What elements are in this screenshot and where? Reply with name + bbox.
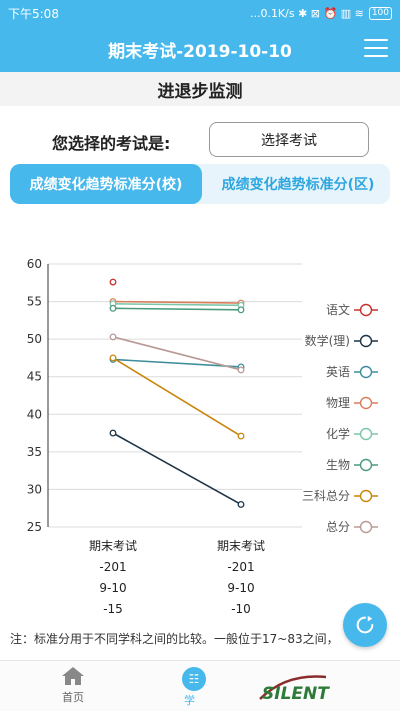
legend-marker	[359, 458, 373, 472]
x-tick-label: 期末考试	[89, 538, 137, 553]
x-tick-detail: 9-10	[227, 581, 254, 595]
series-line	[112, 432, 242, 506]
exam-select-row: 您选择的考试是: 选择考试	[0, 122, 400, 158]
legend-marker	[359, 303, 373, 317]
tab-group: 成绩变化趋势标准分(校) 成绩变化趋势标准分(区)	[10, 164, 390, 204]
status-time: 下午5:08	[8, 6, 59, 21]
legend-marker	[359, 427, 373, 441]
legend-marker	[359, 489, 373, 503]
series-line	[112, 336, 242, 371]
section-title: 进退步监测	[0, 72, 400, 106]
silent-logo: SILENT	[259, 675, 330, 704]
exam-select-label: 您选择的考试是:	[52, 134, 171, 153]
nav-study-label: 学	[184, 694, 195, 707]
data-point	[109, 429, 117, 437]
y-tick-label: 30	[27, 482, 42, 496]
series-line	[112, 303, 242, 307]
tab-school-standard-score[interactable]: 成绩变化趋势标准分(校)	[10, 164, 202, 204]
legend-label: 语文	[326, 302, 350, 317]
y-tick-label: 50	[27, 332, 42, 346]
series-line	[112, 358, 242, 368]
y-tick-label: 55	[27, 295, 42, 309]
status-indicators: ...0.1K/s ✱ ⊠ ⏰ ▥ ≋	[249, 6, 364, 20]
legend-label: 英语	[326, 365, 350, 379]
data-point	[237, 432, 245, 440]
bottom-nav: 首页 ☷ 学 SILENT	[0, 660, 400, 711]
series-line	[112, 357, 242, 437]
legend-label: 物理	[326, 396, 350, 410]
series-line	[112, 307, 242, 311]
footnote: 注：标准分用于不同学科之间的比较。一般位于17~83之间，	[10, 632, 339, 646]
series-line	[112, 300, 242, 304]
legend-label: 三科总分	[302, 489, 350, 503]
x-tick-label: 期末考试	[217, 538, 265, 553]
y-tick-label: 45	[27, 370, 42, 384]
status-bar: 下午5:08 ...0.1K/s ✱ ⊠ ⏰ ▥ ≋ 100	[0, 0, 400, 26]
x-tick-detail: -201	[227, 560, 254, 574]
refresh-icon	[356, 615, 374, 634]
hamburger-menu-icon[interactable]	[364, 39, 388, 59]
data-point	[109, 304, 117, 312]
refresh-button[interactable]	[343, 603, 387, 647]
legend-label: 数学(理)	[305, 333, 350, 348]
legend-label: 生物	[326, 458, 350, 472]
svg-text:SILENT: SILENT	[262, 684, 330, 704]
score-trend-chart: 25 30 35 40 45 50 55 60 期末考试 -201 9-10 -15 期末考试 -201 9…	[27, 257, 378, 616]
legend-label: 化学	[326, 426, 350, 441]
data-point	[109, 278, 117, 286]
y-tick-label: 35	[27, 445, 42, 459]
tab-district-standard-score[interactable]: 成绩变化趋势标准分(区)	[221, 177, 375, 193]
data-point	[109, 354, 117, 362]
data-point	[237, 366, 245, 374]
battery-icon: 100	[368, 6, 392, 20]
legend-label: 总分	[326, 520, 350, 534]
select-exam-button[interactable]: 选择考试	[209, 122, 369, 157]
study-icon[interactable]: ☷	[182, 667, 206, 691]
y-tick-label: 25	[27, 520, 42, 534]
x-tick-detail: 9-10	[99, 581, 126, 595]
title-bar: 期末考试-2019-10-10	[0, 26, 400, 72]
home-icon	[62, 667, 84, 685]
data-point	[237, 306, 245, 314]
legend-marker	[359, 520, 373, 534]
x-tick-detail: -201	[99, 560, 126, 574]
x-tick-detail: -15	[103, 602, 123, 616]
status-icons: ...0.1K/s ✱ ⊠ ⏰ ▥ ≋ 100	[249, 6, 392, 20]
y-tick-label: 40	[27, 407, 42, 421]
nav-home[interactable]: 首页	[43, 665, 103, 705]
page-title: 期末考试-2019-10-10	[108, 41, 292, 62]
legend-marker	[359, 365, 373, 379]
nav-home-label: 首页	[62, 691, 84, 704]
x-tick-detail: -10	[231, 602, 251, 616]
data-point	[237, 501, 245, 508]
legend-marker	[359, 396, 373, 410]
y-tick-label: 60	[27, 257, 42, 271]
legend-marker	[359, 334, 373, 348]
data-point	[109, 333, 117, 341]
